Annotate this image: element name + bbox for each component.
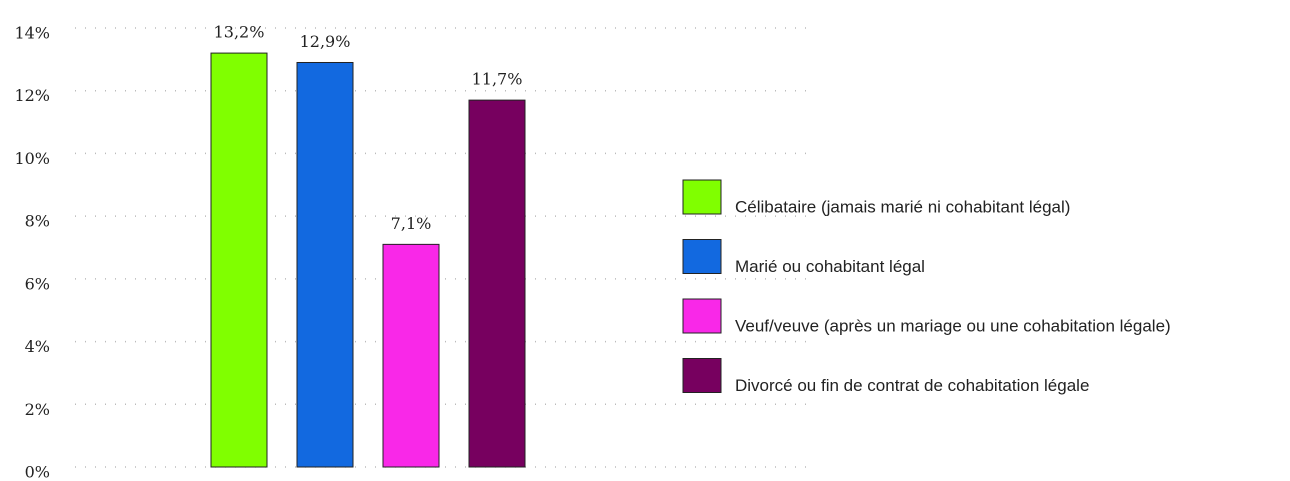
value-label: 12,9% xyxy=(300,32,351,51)
y-tick-label: 14% xyxy=(14,24,50,43)
y-tick-label: 4% xyxy=(25,337,50,356)
legend-label: Célibataire (jamais marié ni cohabitant … xyxy=(735,197,1070,216)
y-tick-label: 10% xyxy=(14,149,50,168)
legend-label: Veuf/veuve (après un mariage ou une coha… xyxy=(735,316,1171,335)
bar xyxy=(296,61,354,468)
value-label: 7,1% xyxy=(391,214,432,233)
bar xyxy=(210,52,268,468)
value-label: 11,7% xyxy=(472,70,523,89)
legend-label: Marié ou cohabitant légal xyxy=(735,257,925,276)
value-label: 13,2% xyxy=(214,23,265,42)
y-tick-label: 6% xyxy=(25,274,50,293)
bar xyxy=(382,243,440,468)
legend-swatch xyxy=(682,298,722,334)
y-tick-label: 2% xyxy=(25,400,50,419)
legend-label: Divorcé ou fin de contrat de cohabitatio… xyxy=(735,376,1089,395)
legend-swatch xyxy=(682,239,722,274)
legend-swatch xyxy=(682,179,722,215)
y-tick-label: 0% xyxy=(25,463,50,481)
bar xyxy=(468,99,526,468)
y-tick-label: 8% xyxy=(25,212,50,231)
legend-swatch xyxy=(682,358,722,393)
y-tick-label: 12% xyxy=(14,86,50,105)
